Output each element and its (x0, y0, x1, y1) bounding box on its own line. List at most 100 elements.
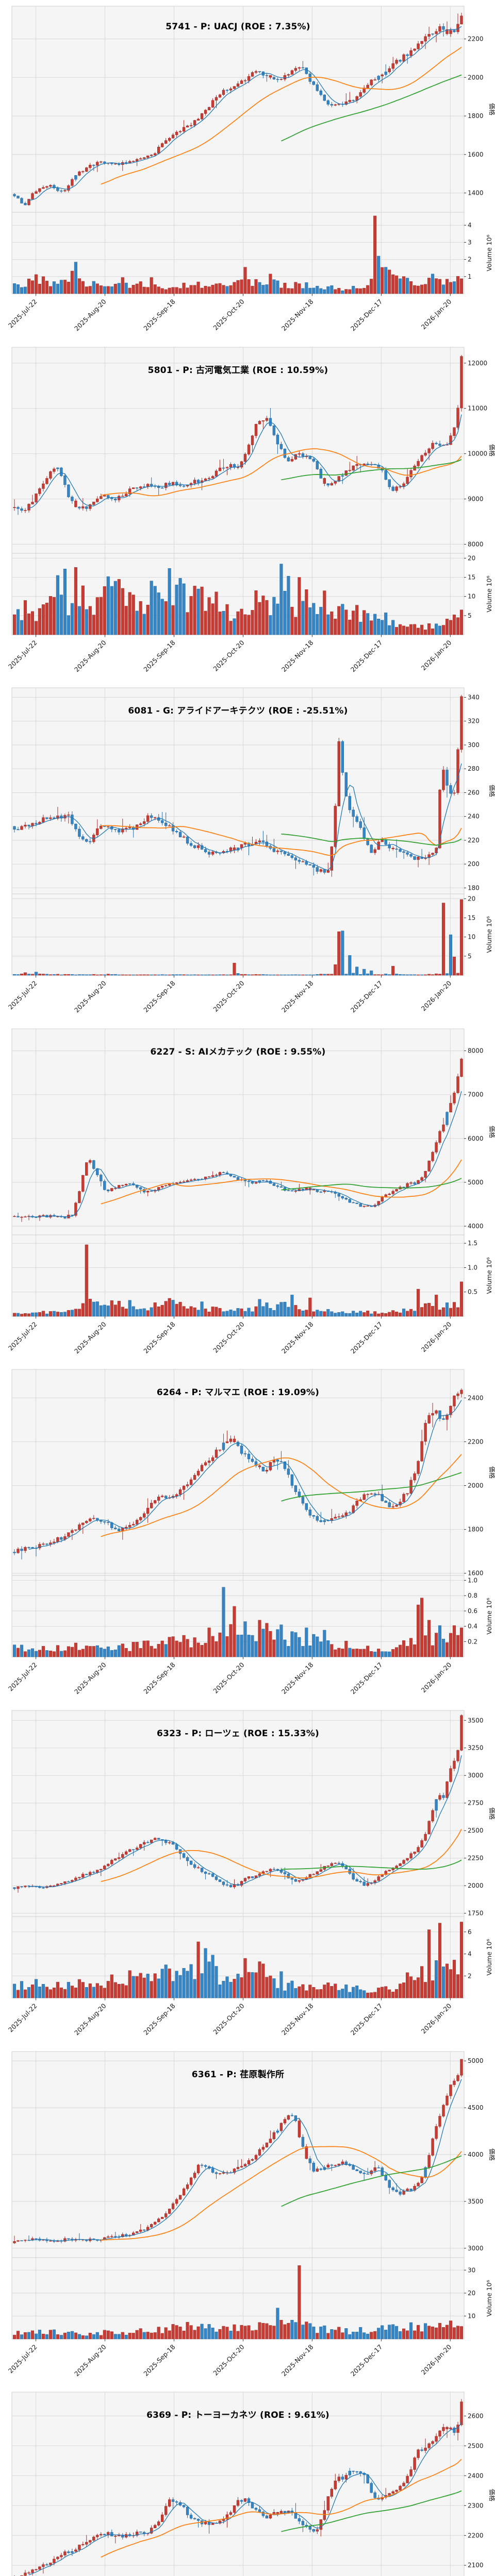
svg-text:2: 2 (468, 1972, 472, 1979)
stock-chart-5741: 1400 1600 1800 2000 2200 1 2 3 4 2025-Jul-22 2025-… (0, 0, 495, 341)
svg-text:240: 240 (468, 813, 480, 820)
svg-text:2250: 2250 (468, 1855, 484, 1862)
svg-text:0.8: 0.8 (468, 1592, 477, 1599)
svg-text:Volume 10⁶: Volume 10⁶ (485, 2280, 493, 2316)
svg-text:価格: 価格 (488, 444, 495, 456)
svg-text:2300: 2300 (468, 2502, 484, 2509)
svg-text:価格: 価格 (488, 103, 495, 115)
svg-text:3: 3 (468, 239, 472, 246)
svg-text:価格: 価格 (488, 2148, 495, 2161)
svg-text:2500: 2500 (468, 1827, 484, 1834)
svg-text:5: 5 (468, 612, 472, 619)
svg-text:20: 20 (468, 554, 475, 562)
svg-text:2400: 2400 (468, 1395, 484, 1402)
svg-text:300: 300 (468, 741, 480, 749)
chart-canvas-5741: 1400 1600 1800 2000 2200 1 2 3 4 2025-Jul-22 2025-… (0, 0, 495, 341)
chart-canvas-6227: 4000 5000 6000 7000 8000 0.5 1.0 1.5 2025-Jul-22… (0, 1022, 495, 1364)
svg-text:2600: 2600 (468, 2413, 484, 2420)
svg-text:0.2: 0.2 (468, 1638, 477, 1646)
svg-text:2000: 2000 (468, 74, 484, 81)
svg-text:1600: 1600 (468, 1570, 484, 1577)
stock-chart-6081: 180 200 220 240 260 280 300 320 340 5 10 15 20 2025-J… (0, 682, 495, 1023)
svg-text:1600: 1600 (468, 151, 484, 158)
svg-text:2750: 2750 (468, 1800, 484, 1807)
svg-text:1.5: 1.5 (468, 1240, 477, 1247)
svg-text:340: 340 (468, 694, 480, 701)
svg-text:2200: 2200 (468, 2532, 484, 2539)
svg-text:220: 220 (468, 837, 480, 844)
svg-text:2200: 2200 (468, 1438, 484, 1446)
svg-text:200: 200 (468, 860, 480, 868)
svg-text:10: 10 (468, 2312, 475, 2319)
svg-text:8000: 8000 (468, 540, 484, 548)
chart-canvas-6323: 1750 2000 2250 2500 2750 3000 3250 3500 2 4 6 2025-… (0, 1704, 495, 2045)
svg-text:価格: 価格 (488, 1807, 495, 1820)
svg-text:Volume 10⁶: Volume 10⁶ (485, 917, 493, 953)
svg-text:4500: 4500 (468, 2104, 484, 2111)
svg-text:6: 6 (468, 1928, 472, 1936)
svg-text:4000: 4000 (468, 1223, 484, 1230)
svg-text:5: 5 (468, 953, 472, 960)
svg-text:10: 10 (468, 592, 475, 600)
svg-text:価格: 価格 (488, 785, 495, 797)
svg-text:180: 180 (468, 885, 480, 892)
svg-text:0.4: 0.4 (468, 1623, 477, 1630)
svg-text:価格: 価格 (488, 1466, 495, 1479)
svg-text:2400: 2400 (468, 2472, 484, 2479)
stock-chart-6323: 1750 2000 2250 2500 2750 3000 3250 3500 2 4 6 2025-… (0, 1704, 495, 2045)
svg-text:20: 20 (468, 2289, 475, 2296)
svg-text:3500: 3500 (468, 1717, 484, 1724)
svg-text:Volume 10⁶: Volume 10⁶ (485, 575, 493, 612)
svg-text:30: 30 (468, 2266, 475, 2274)
svg-text:4000: 4000 (468, 2151, 484, 2158)
chart-canvas-6264: 1600 1800 2000 2200 2400 0.2 0.4 0.6 0.8 1.0 2025-… (0, 1363, 495, 1704)
svg-text:3500: 3500 (468, 2197, 484, 2205)
svg-text:2: 2 (468, 256, 472, 263)
svg-text:5000: 5000 (468, 2057, 484, 2064)
svg-text:3000: 3000 (468, 1772, 484, 1779)
svg-text:3250: 3250 (468, 1744, 484, 1752)
svg-text:260: 260 (468, 789, 480, 796)
svg-text:320: 320 (468, 718, 480, 725)
chart-canvas-6361: 3000 3500 4000 4500 5000 10 20 30 2025-Jul-22 202… (0, 2045, 495, 2386)
svg-text:価格: 価格 (488, 1126, 495, 1138)
stock-chart-6369: 2000210022002300240025002600100000200000… (0, 2386, 495, 2576)
stock-chart-6361: 3000 3500 4000 4500 5000 10 20 30 2025-Jul-22 202… (0, 2045, 495, 2386)
svg-text:0.6: 0.6 (468, 1607, 477, 1615)
svg-text:Volume 10⁶: Volume 10⁶ (485, 1939, 493, 1975)
stock-chart-5801: 8000 9000 10000 11000 12000 5 10 15 20 2025-Jul-2… (0, 341, 495, 682)
svg-text:4: 4 (468, 222, 472, 229)
svg-text:Volume 10⁶: Volume 10⁶ (485, 1257, 493, 1294)
chart-canvas-6081: 180 200 220 240 260 280 300 320 340 5 10 15 20 2025-J… (0, 682, 495, 1023)
svg-text:6000: 6000 (468, 1135, 484, 1142)
svg-text:0.5: 0.5 (468, 1288, 477, 1295)
svg-text:12000: 12000 (468, 359, 487, 366)
svg-text:10000: 10000 (468, 450, 487, 457)
stock-chart-6264: 1600 1800 2000 2200 2400 0.2 0.4 0.6 0.8 1.0 2025-… (0, 1363, 495, 1704)
svg-text:3000: 3000 (468, 2244, 484, 2251)
svg-text:20: 20 (468, 895, 475, 903)
svg-text:2000: 2000 (468, 1482, 484, 1489)
svg-text:2100: 2100 (468, 2562, 484, 2569)
svg-text:5000: 5000 (468, 1179, 484, 1186)
svg-text:280: 280 (468, 765, 480, 772)
svg-text:4: 4 (468, 1950, 472, 1957)
svg-text:2000: 2000 (468, 1882, 484, 1889)
svg-text:1750: 1750 (468, 1910, 484, 1917)
svg-text:価格: 価格 (488, 2489, 495, 2501)
svg-text:2500: 2500 (468, 2442, 484, 2449)
svg-text:1400: 1400 (468, 190, 484, 197)
svg-text:15: 15 (468, 914, 475, 922)
svg-text:8000: 8000 (468, 1047, 484, 1054)
svg-text:2200: 2200 (468, 36, 484, 43)
svg-text:10: 10 (468, 934, 475, 941)
chart-canvas-5801: 8000 9000 10000 11000 12000 5 10 15 20 2025-Jul-2… (0, 341, 495, 682)
svg-text:15: 15 (468, 573, 475, 581)
svg-text:1.0: 1.0 (468, 1577, 477, 1584)
svg-text:7000: 7000 (468, 1091, 484, 1098)
svg-text:Volume 10⁶: Volume 10⁶ (485, 1598, 493, 1635)
chart-canvas-6369: 2000210022002300240025002600100000200000… (0, 2386, 495, 2576)
svg-text:Volume 10⁶: Volume 10⁶ (485, 234, 493, 271)
svg-text:1800: 1800 (468, 112, 484, 120)
